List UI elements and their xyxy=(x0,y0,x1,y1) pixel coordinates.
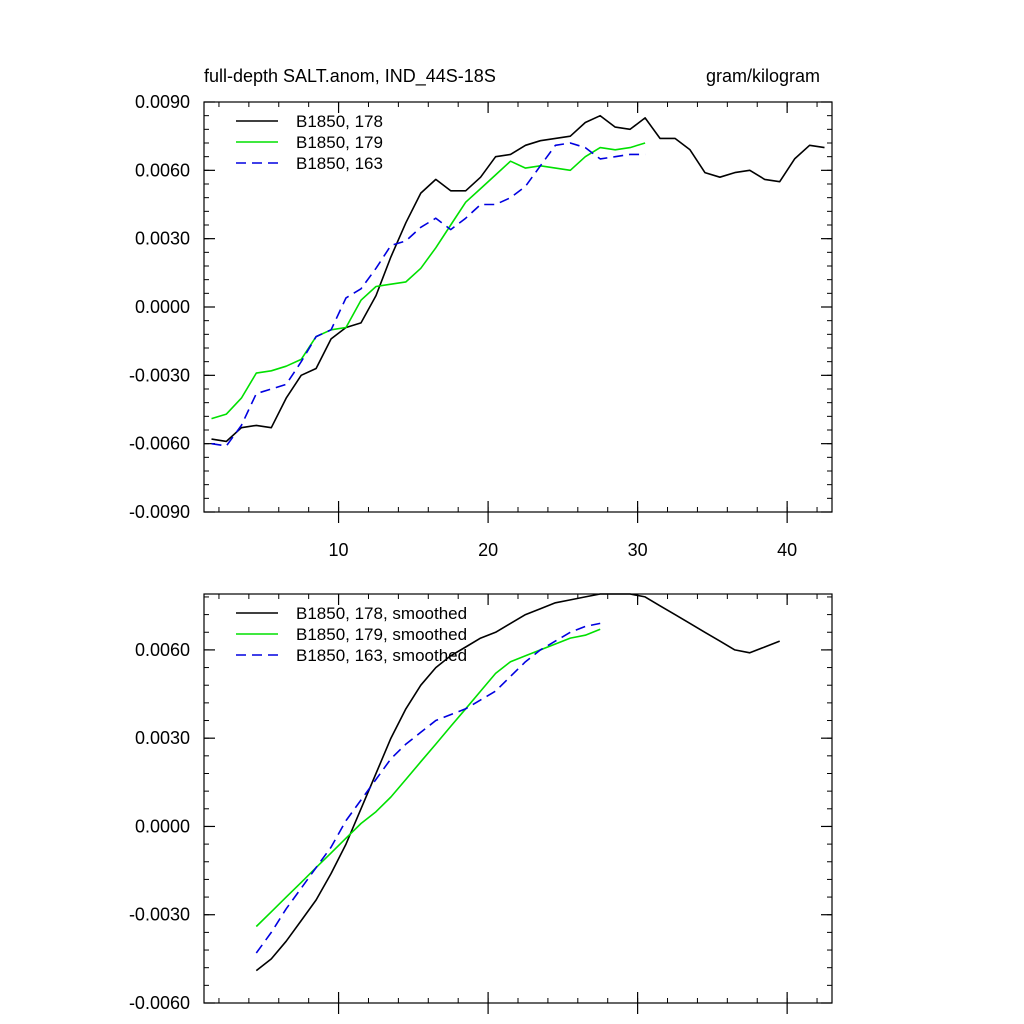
legend-label: B1850, 179 xyxy=(296,133,383,152)
y-tick-label: 0.0030 xyxy=(135,229,190,249)
legend-label: B1850, 178 xyxy=(296,112,383,131)
legend-label: B1850, 178, smoothed xyxy=(296,604,467,623)
x-tick-label: 30 xyxy=(628,540,648,560)
y-tick-label: 0.0000 xyxy=(135,816,190,836)
y-tick-label: -0.0030 xyxy=(129,905,190,925)
series-line-1 xyxy=(211,114,825,443)
y-tick-label: 0.0030 xyxy=(135,728,190,748)
chart-units: gram/kilogram xyxy=(706,66,820,86)
x-tick-label: 20 xyxy=(478,540,498,560)
legend-label: B1850, 163 xyxy=(296,154,383,173)
y-tick-label: 0.0090 xyxy=(135,92,190,112)
y-tick-label: -0.0030 xyxy=(129,365,190,385)
series-line-2 xyxy=(255,628,601,928)
chart-panel-top: full-depth SALT.anom, IND_44S-18S gram/k… xyxy=(129,66,833,560)
x-tick-label: 10 xyxy=(329,540,349,560)
y-tick-label: -0.0090 xyxy=(129,502,190,522)
y-tick-label: -0.0060 xyxy=(129,434,190,454)
y-tick-label: 0.0060 xyxy=(135,160,190,180)
y-tick-label: 0.0000 xyxy=(135,297,190,317)
y-tick-label: 0.0060 xyxy=(135,640,190,660)
series-line-1 xyxy=(255,593,780,972)
legend-label: B1850, 179, smoothed xyxy=(296,625,467,644)
x-tick-label: 40 xyxy=(777,540,797,560)
series-line-3 xyxy=(255,622,601,954)
chart-panel-bottom: -0.0060 -0.0030 0.0000 0.0030 0.0060 B1850, 1… xyxy=(129,593,833,1014)
y-tick-label: -0.0060 xyxy=(129,993,190,1013)
series-line-2 xyxy=(211,142,646,420)
chart-title: full-depth SALT.anom, IND_44S-18S xyxy=(204,66,496,87)
legend-label: B1850, 163, smoothed xyxy=(296,646,467,665)
series-line-3 xyxy=(211,142,646,447)
